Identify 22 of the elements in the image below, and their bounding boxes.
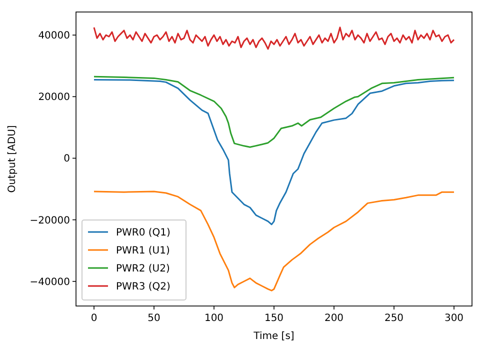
line-series bbox=[93, 190, 455, 292]
x-axis-title: Time [s] bbox=[252, 331, 294, 342]
x-tick-label: 150 bbox=[264, 313, 284, 324]
y-axis-title: Output [ADU] bbox=[7, 125, 18, 193]
x-tick-label: 0 bbox=[90, 313, 98, 324]
y-tick-label: 0 bbox=[64, 154, 70, 165]
x-tick-label: 250 bbox=[384, 313, 404, 324]
y-tick-label: 20000 bbox=[38, 92, 70, 104]
line-series bbox=[93, 76, 455, 148]
line-series bbox=[93, 26, 455, 50]
legend-label: PWR3 (Q2) bbox=[116, 282, 171, 292]
x-tick-label: 200 bbox=[324, 313, 344, 324]
x-tick-label: 300 bbox=[444, 313, 464, 324]
y-tick-label: −20000 bbox=[30, 215, 70, 226]
x-tick-label: 50 bbox=[148, 313, 160, 324]
y-tick-label: 40000 bbox=[38, 30, 70, 42]
line-series bbox=[93, 78, 455, 226]
legend-label: PWR0 (Q1) bbox=[116, 228, 171, 238]
legend-label: PWR2 (U2) bbox=[116, 264, 170, 274]
x-tick-label: 100 bbox=[204, 313, 224, 324]
legend-label: PWR1 (U1) bbox=[116, 246, 170, 256]
y-tick-label: −40000 bbox=[30, 276, 70, 288]
